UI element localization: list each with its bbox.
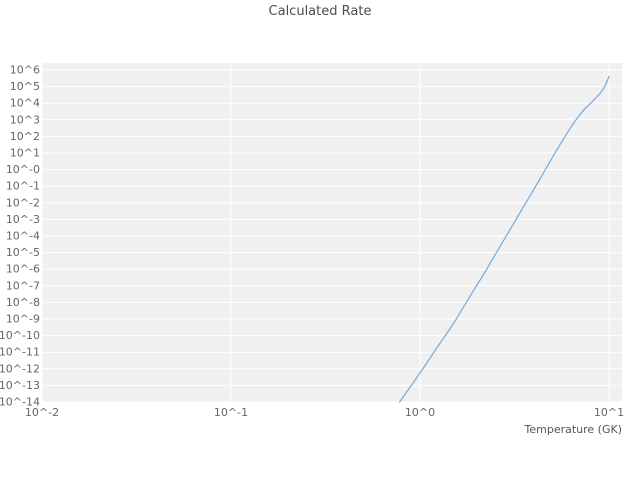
y-tick-label: 10^-0 <box>6 163 40 176</box>
x-tick-label: 10^1 <box>594 406 624 419</box>
y-tick-label: 10^-11 <box>0 346 40 359</box>
y-tick-label: 10^2 <box>10 130 40 143</box>
chart-title: Calculated Rate <box>268 4 372 19</box>
y-tick-label: 10^-7 <box>6 279 40 292</box>
y-tick-label: 10^-8 <box>6 296 40 309</box>
x-axis-label: Temperature (GK) <box>524 423 623 436</box>
y-tick-label: 10^6 <box>10 64 40 77</box>
x-tick-label: 10^-2 <box>25 406 59 419</box>
y-tick-label: 10^-1 <box>6 180 40 193</box>
y-tick-label: 10^-13 <box>0 379 40 392</box>
y-tick-label: 10^5 <box>10 80 40 93</box>
y-tick-label: 10^1 <box>10 147 40 160</box>
series-line <box>399 76 610 403</box>
x-tick-label: 10^0 <box>405 406 435 419</box>
plot-area <box>42 63 622 402</box>
y-tick-label: 10^-9 <box>6 313 40 326</box>
y-tick-label: 10^-2 <box>6 196 40 209</box>
y-tick-label: 10^-3 <box>6 213 40 226</box>
y-tick-label: 10^-14 <box>0 396 40 409</box>
y-tick-label: 10^-10 <box>0 329 40 342</box>
y-tick-label: 10^-5 <box>6 246 40 259</box>
y-tick-label: 10^-6 <box>6 263 40 276</box>
y-tick-label: 10^-12 <box>0 362 40 375</box>
y-tick-label: 10^4 <box>10 97 40 110</box>
y-tick-label: 10^3 <box>10 113 40 126</box>
y-tick-label: 10^-4 <box>6 230 40 243</box>
x-tick-label: 10^-1 <box>214 406 248 419</box>
